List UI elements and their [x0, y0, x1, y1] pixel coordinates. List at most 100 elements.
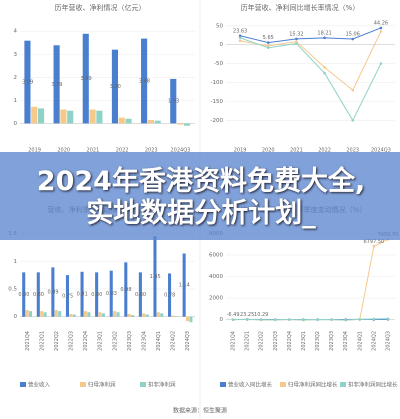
bar [83, 311, 87, 317]
bar [53, 45, 60, 124]
y-tick-label: 2 [14, 75, 18, 81]
x-tick-label: 2019 [28, 148, 41, 154]
bar [111, 49, 118, 124]
data-label: 1.45 [150, 274, 161, 280]
chart-title: 历年营收、净利情况（亿元） [55, 3, 146, 12]
point [358, 318, 362, 321]
y-tick-label: 0.5 [8, 286, 17, 292]
point [266, 41, 270, 44]
bar [170, 78, 177, 124]
bar [142, 313, 146, 317]
bar [174, 316, 178, 317]
y-tick-label: 50 [216, 23, 223, 29]
bar [116, 312, 120, 317]
bar [36, 272, 40, 317]
data-label: 1.93 [168, 99, 179, 105]
legend-label: 营业收入 [28, 381, 51, 389]
data-label: 0.80 [91, 292, 102, 298]
legend-label: 归母净利润 [88, 381, 116, 389]
source: 数据来源：恒生聚源 [173, 407, 227, 415]
point [238, 39, 242, 43]
point [245, 318, 249, 321]
bar [60, 109, 67, 124]
x-tick-label: 2020 [262, 148, 275, 154]
point [379, 62, 383, 65]
point [351, 37, 355, 41]
bar [182, 253, 186, 317]
x-tick-label: 2022Q3 [273, 331, 279, 351]
point [295, 40, 298, 43]
bar [183, 123, 190, 126]
legend-swatch [220, 382, 226, 387]
data-label: 0.81 [77, 292, 88, 298]
bar [124, 262, 128, 317]
banner: 2024年香港资料免费大全,实地数据分析计划_ [0, 152, 400, 240]
x-tick-label: 2021Q4 [25, 331, 31, 351]
point [344, 318, 348, 322]
x-tick-label: 2024Q2 [171, 331, 177, 351]
point [330, 318, 333, 321]
point [372, 317, 376, 321]
y-tick-label: 0 [220, 42, 224, 48]
point [379, 30, 383, 33]
point [316, 318, 319, 321]
x-tick-label: 2024Q3 [371, 148, 391, 154]
bar [58, 311, 62, 317]
point [372, 245, 376, 248]
x-tick-label: 2023Q2 [112, 331, 118, 351]
bar [154, 120, 161, 124]
bar [147, 119, 154, 124]
data-label: 23.25 [240, 312, 254, 318]
data-label: 10.29 [254, 312, 268, 318]
bar [43, 312, 47, 317]
data-label: 23.63 [233, 28, 247, 34]
data-label: 0.80 [18, 292, 29, 298]
x-tick-label: 2022 [116, 148, 129, 154]
x-tick-label: 2023Q3 [329, 331, 335, 351]
x-tick-label: 2022Q1 [39, 331, 45, 351]
bar [82, 33, 89, 124]
bar [28, 311, 33, 317]
x-tick-label: 2023Q2 [315, 331, 321, 351]
legend-swatch [80, 382, 86, 387]
bar [98, 312, 102, 317]
point [288, 318, 291, 321]
data-label: 0.89 [47, 290, 58, 296]
x-tick-label: 2023Q4 [343, 331, 349, 351]
point [266, 44, 270, 48]
bar [171, 315, 175, 317]
bar [160, 313, 164, 317]
legend-swatch [280, 382, 286, 387]
x-tick-label: 2023 [145, 148, 158, 154]
point [323, 36, 326, 40]
x-tick-label: 2021 [290, 148, 303, 154]
line [233, 238, 389, 321]
point [266, 46, 270, 50]
point [323, 66, 326, 69]
data-label: 0.75 [62, 293, 73, 299]
bar [69, 313, 73, 317]
x-tick-label: 2024Q3 [170, 148, 190, 154]
bar [109, 270, 113, 317]
bar [153, 236, 157, 317]
bar [25, 310, 29, 317]
legend-label: 扣非净利润同比增长 [348, 381, 398, 389]
chart-title: 历年营收、净利同比增长率情况（%） [241, 3, 360, 12]
y-tick-label: 1 [14, 259, 18, 265]
legend-swatch [140, 382, 146, 387]
x-tick-label: 2020 [57, 148, 70, 154]
bar [131, 315, 135, 317]
y-tick-label: -100 [211, 80, 224, 86]
y-tick-label: -200 [211, 118, 224, 124]
y-tick-label: 1 [14, 98, 18, 104]
point [231, 318, 235, 321]
line [239, 27, 382, 44]
x-tick-label: 2024Q3 [385, 331, 391, 351]
data-label: 3.89 [81, 76, 92, 82]
bar [95, 272, 99, 317]
x-tick-label: 2023Q4 [141, 331, 147, 351]
point [295, 37, 298, 41]
bar [22, 272, 26, 317]
y-tick-label: 0 [14, 314, 18, 320]
